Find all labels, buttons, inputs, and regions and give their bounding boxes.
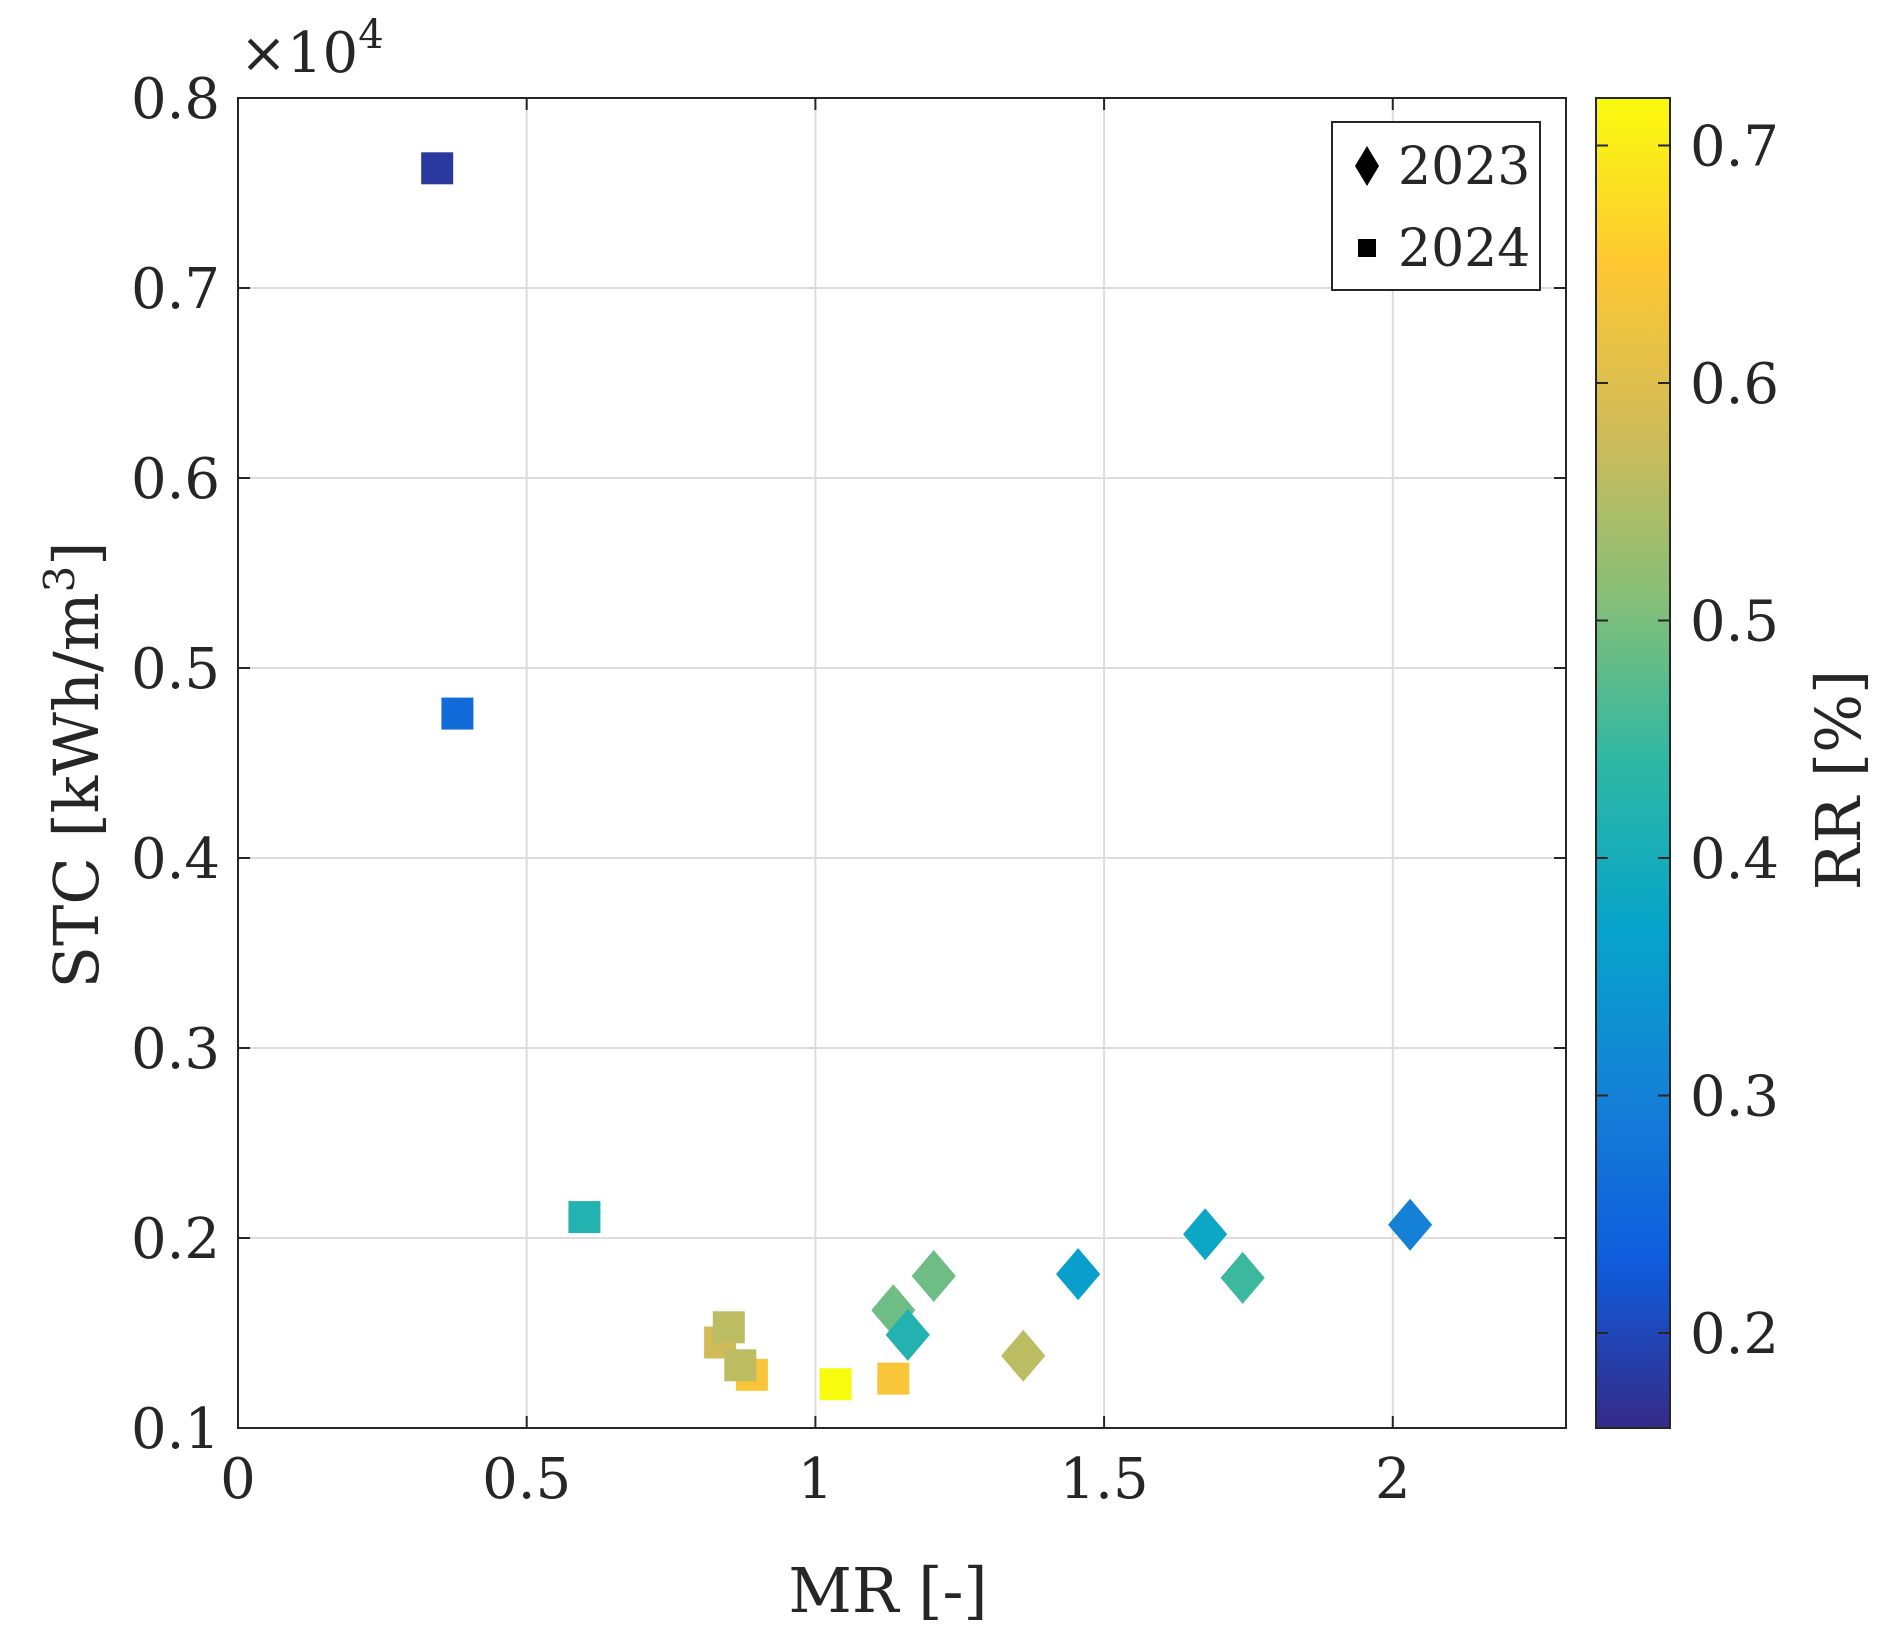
x-axis-label: MR [-] bbox=[788, 1554, 987, 1627]
colorbar-gradient bbox=[1595, 97, 1671, 1429]
point-2024 bbox=[568, 1201, 601, 1234]
point-2023 bbox=[1183, 1208, 1228, 1261]
point-2024 bbox=[712, 1311, 745, 1344]
colorbar: 0.2 0.3 0.4 0.5 0.6 0.7 bbox=[1595, 97, 1779, 1429]
colorbar-tick-label: 0.7 bbox=[1690, 115, 1779, 180]
x-tick-label: 1.5 bbox=[1060, 1447, 1149, 1512]
y-tick-label: 0.2 bbox=[131, 1207, 220, 1272]
y-tick-label: 0.3 bbox=[131, 1017, 220, 1082]
point-2023 bbox=[885, 1308, 930, 1361]
x-tick-label: 2 bbox=[1375, 1447, 1411, 1512]
legend-label-2024: 2024 bbox=[1398, 219, 1530, 279]
y-multiplier-label: ×104 bbox=[240, 12, 384, 86]
point-2024 bbox=[819, 1368, 852, 1401]
plot-frame bbox=[237, 97, 1567, 1429]
point-2024 bbox=[421, 152, 454, 185]
legend: 2023 2024 bbox=[1331, 121, 1541, 291]
y-tick-label: 0.6 bbox=[131, 447, 220, 512]
point-2023 bbox=[871, 1284, 916, 1337]
legend-label-2023: 2023 bbox=[1398, 137, 1530, 197]
point-2023 bbox=[1056, 1248, 1101, 1301]
colorbar-tick-label: 0.5 bbox=[1690, 590, 1779, 655]
x-tick-label: 0.5 bbox=[482, 1447, 571, 1512]
point-2023 bbox=[1001, 1329, 1046, 1382]
point-2024 bbox=[877, 1362, 910, 1395]
colorbar-tick-label: 0.6 bbox=[1690, 352, 1779, 417]
point-2023 bbox=[1220, 1251, 1265, 1304]
y-tick-label: 0.7 bbox=[131, 257, 220, 322]
colorbar-tick-label: 0.3 bbox=[1690, 1065, 1779, 1130]
colorbar-label: RR [%] bbox=[1802, 670, 1875, 890]
colorbar-tick-label: 0.2 bbox=[1690, 1302, 1779, 1367]
colorbar-tick-label: 0.4 bbox=[1690, 827, 1779, 892]
point-2023 bbox=[1388, 1198, 1433, 1251]
point-2024 bbox=[724, 1349, 757, 1382]
x-tick-label: 0 bbox=[220, 1447, 256, 1512]
plot-area bbox=[238, 98, 1566, 1428]
y-tick-label: 0.8 bbox=[131, 67, 220, 132]
y-tick-label: 0.1 bbox=[131, 1397, 220, 1462]
y-tick-label: 0.4 bbox=[131, 827, 220, 892]
point-2024 bbox=[441, 697, 474, 730]
x-tick-label: 1 bbox=[798, 1447, 834, 1512]
legend-marker-2024 bbox=[1358, 239, 1376, 257]
point-2023 bbox=[911, 1250, 956, 1302]
legend-marker-2023 bbox=[1355, 146, 1379, 186]
y-tick-label: 0.5 bbox=[131, 637, 220, 702]
y-axis-label: STC [kWh/m3] bbox=[35, 541, 113, 988]
